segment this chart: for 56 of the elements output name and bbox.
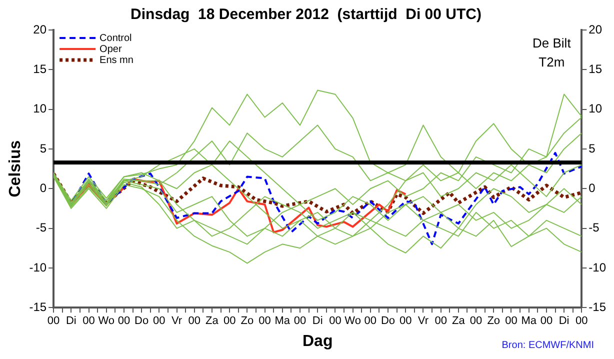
y2-tick-label: 10	[588, 102, 602, 116]
x-tick-label: 00	[364, 315, 377, 328]
x-tick-label: 00	[188, 315, 200, 328]
x-tick-label: 00	[223, 315, 236, 328]
y-tick-label: -5	[36, 220, 47, 235]
y-tick-label: -15	[29, 300, 47, 314]
x-tick-label: 00	[470, 315, 482, 328]
legend-label: Oper	[100, 44, 122, 55]
legend-label: Ens mn	[100, 54, 134, 66]
y2-tick-label: 20	[588, 22, 602, 36]
annotation: T2m	[538, 54, 565, 70]
chart-title: Dinsdag 18 December 2012 (starttijd Di 00 UTC)	[130, 6, 482, 24]
x-tick-label: Wo	[344, 315, 361, 328]
x-tick-label: Zo	[240, 315, 254, 328]
x-tick-label: Di	[66, 315, 76, 328]
x-tick-label: Za	[452, 315, 466, 328]
x-tick-label: Vr	[418, 315, 429, 328]
annotation: De Bilt	[532, 36, 572, 51]
x-tick-label: 00	[329, 315, 342, 328]
x-tick-label: Vr	[171, 315, 182, 328]
x-tick-label: 00	[82, 315, 95, 328]
x-tick-label: 00	[434, 315, 447, 328]
x-tick-label: 00	[153, 315, 166, 328]
x-tick-label: Ma	[274, 315, 291, 328]
legend-label: Control	[100, 32, 132, 44]
y2-tick-label: 15	[588, 62, 602, 76]
y2-tick-label: 0	[588, 180, 596, 195]
y-tick-label: 15	[33, 62, 47, 76]
x-tick-label: 00	[540, 315, 553, 328]
y-tick-label: 10	[33, 102, 47, 116]
y-axis-title: Celsius	[7, 140, 24, 198]
x-tick-label: 00	[118, 315, 130, 328]
x-tick-label: 00	[505, 315, 518, 328]
text: Bron: ECMWF/KNMI	[502, 340, 594, 351]
x-tick-label: Wo	[98, 315, 115, 328]
x-tick-label: 00	[399, 315, 412, 328]
x-tick-label: Zo	[487, 315, 500, 328]
y-tick-label: 20	[33, 22, 47, 36]
x-tick-label: Di	[312, 315, 323, 328]
y2-tick-label: -15	[588, 300, 606, 314]
x-tick-label: Za	[206, 315, 220, 328]
x-tick-label: 00	[576, 315, 588, 328]
x-tick-label: Do	[134, 315, 149, 328]
x-tick-label: 00	[258, 315, 271, 328]
y2-tick-label: -10	[588, 260, 606, 274]
x-tick-label: Do	[380, 315, 396, 328]
x-tick-label: 00	[47, 315, 60, 328]
x-tick-label: Di	[558, 315, 570, 328]
x-tick-label: Ma	[521, 315, 538, 328]
y-tick-label: 0	[40, 180, 47, 195]
x-axis-title: Dag	[302, 332, 333, 350]
y-tick-label: -10	[29, 260, 47, 274]
x-tick-label: 00	[294, 315, 306, 328]
y-tick-label: 5	[40, 141, 47, 156]
y2-tick-label: 5	[588, 141, 596, 156]
y2-tick-label: -5	[588, 220, 600, 235]
